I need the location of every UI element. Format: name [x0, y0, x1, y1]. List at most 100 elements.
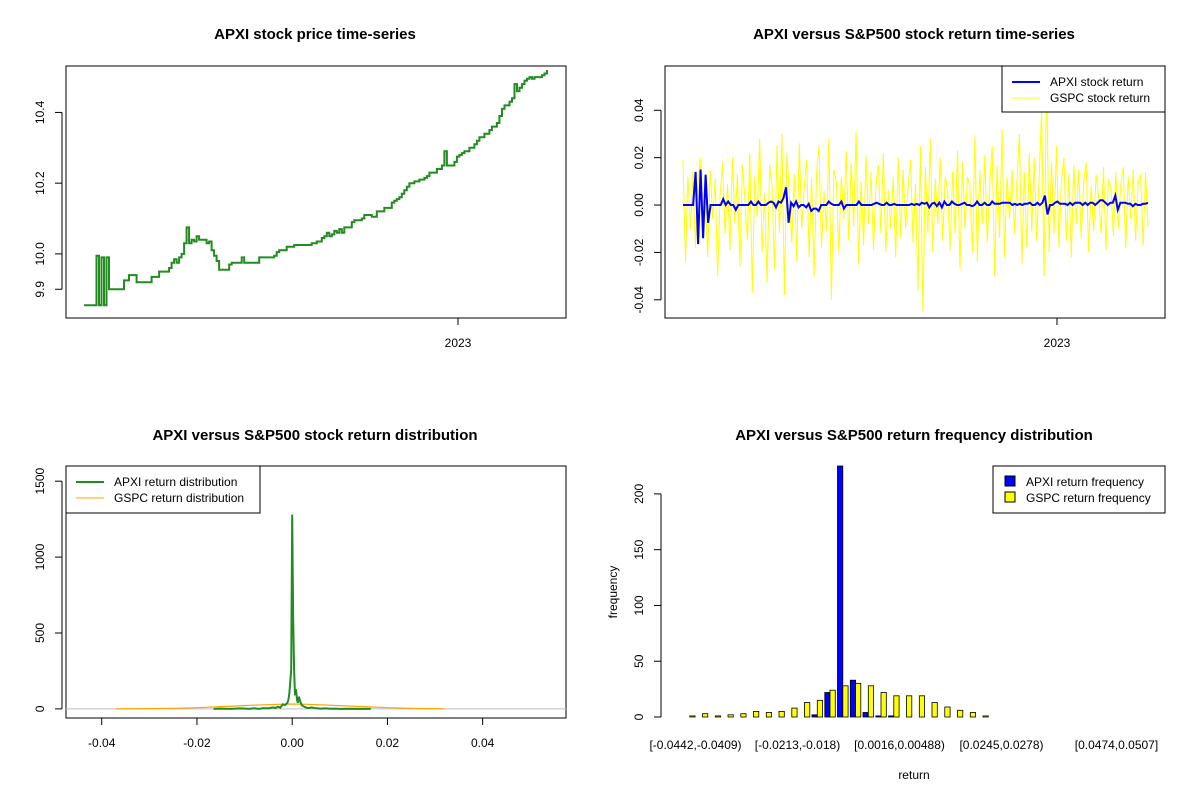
x-axis: 2023	[445, 318, 472, 350]
x-axis: 2023	[1044, 318, 1071, 350]
chart-title: APXI versus S&P500 return frequency dist…	[735, 427, 1093, 444]
return-distribution-panel: APXI versus S&P500 stock return distribu…	[33, 427, 567, 750]
plot-area	[682, 74, 1149, 312]
gspc-frequency-bar	[765, 712, 772, 718]
plot-area	[689, 465, 989, 718]
chart-title: APXI versus S&P500 stock return time-ser…	[753, 26, 1075, 43]
x-tick-label: 2023	[1044, 336, 1071, 350]
gspc-frequency-bar	[753, 711, 760, 718]
x-tick-label: [0.0474,0.0507]	[1075, 738, 1158, 752]
gspc-frequency-bar	[906, 695, 913, 718]
chart-title: APXI versus S&P500 stock return distribu…	[152, 427, 477, 444]
gspc-frequency-bar	[931, 702, 938, 718]
gspc-frequency-bar	[689, 715, 696, 718]
y-tick-label: -0.02	[632, 238, 646, 266]
y-axis: 9.9 10.0 10.2 10.4	[33, 100, 63, 298]
y-tick-label: 0.04	[632, 98, 646, 122]
plot-frame	[664, 65, 1166, 319]
y-tick-label: 500	[33, 623, 47, 643]
legend-box	[992, 465, 1166, 514]
y-tick-label: 0.02	[632, 146, 646, 170]
legend-label-apxi: APXI stock return	[1050, 75, 1143, 89]
apxi-frequency-bar	[862, 712, 869, 718]
x-tick-label: [-0.0442,-0.0409)	[649, 738, 741, 752]
return-frequency-panel: APXI versus S&P500 return frequency dist…	[606, 427, 1166, 782]
gspc-frequency-bar	[804, 702, 811, 718]
y-axis: 0 50 100 150 200	[632, 484, 662, 720]
x-tick-label: [-0.0213,-0.018)	[755, 738, 840, 752]
gspc-frequency-bar	[880, 692, 887, 718]
legend-label-apxi: APXI return distribution	[114, 475, 237, 489]
y-tick-label: 50	[632, 654, 646, 668]
x-tick-label: 0.04	[471, 736, 495, 750]
gspc-frequency-bar	[727, 714, 734, 718]
legend-swatch-apxi	[1004, 475, 1016, 487]
x-tick-label: 0.00	[281, 736, 305, 750]
price-timeseries-panel: APXI stock price time-series 9.9 10.0 10.2…	[33, 26, 567, 350]
x-tick-label: 0.02	[376, 736, 400, 750]
gspc-frequency-bar	[867, 685, 874, 718]
legend-label-apxi: APXI return frequency	[1026, 475, 1144, 489]
gspc-frequency-bar	[957, 709, 964, 718]
x-tick-label: -0.04	[88, 736, 116, 750]
gspc-frequency-bar	[829, 689, 836, 718]
y-tick-label: 0	[33, 705, 47, 712]
gspc-frequency-bar	[714, 715, 721, 718]
x-tick-label: 2023	[445, 336, 472, 350]
y-tick-label: 0	[632, 713, 646, 720]
legend-box	[65, 465, 261, 514]
plot-frame	[65, 65, 567, 319]
gspc-frequency-bar	[855, 683, 862, 718]
legend-box	[1001, 65, 1166, 113]
legend: APXI stock return GSPC stock return	[1001, 65, 1166, 113]
y-tick-label: -0.04	[632, 286, 646, 314]
plot-area	[84, 70, 548, 307]
apxi-frequency-bar	[875, 715, 882, 718]
chart-title: APXI stock price time-series	[214, 26, 416, 43]
x-axis: [-0.0442,-0.0409) [-0.0213,-0.018) [0.0016…	[649, 738, 1158, 752]
gspc-frequency-bar	[969, 712, 976, 718]
gspc-frequency-bar	[944, 706, 951, 718]
legend-label-gspc: GSPC stock return	[1050, 91, 1150, 105]
legend-label-gspc: GSPC return distribution	[114, 491, 244, 505]
gspc-frequency-bar	[778, 711, 785, 718]
gspc-frequency-bar	[893, 695, 900, 718]
gspc-frequency-bar	[842, 685, 849, 718]
legend-swatch-gspc	[1004, 491, 1016, 503]
y-tick-label: 9.9	[33, 281, 47, 298]
y-tick-label: 10.0	[33, 242, 47, 266]
legend: APXI return distribution GSPC return dis…	[65, 465, 261, 514]
y-tick-label: 200	[632, 484, 646, 504]
y-tick-label: 10.2	[33, 171, 47, 195]
apxi-frequency-bar	[888, 715, 895, 718]
legend-label-gspc: GSPC return frequency	[1026, 491, 1151, 505]
y-axis-label: frequency	[606, 566, 620, 619]
x-tick-label: [0.0245,0.0278)	[959, 738, 1043, 752]
apxi-frequency-bar	[811, 714, 818, 718]
gspc-return-line	[682, 74, 1149, 312]
y-tick-label: 10.4	[33, 100, 47, 124]
gspc-frequency-bar	[982, 715, 989, 718]
y-axis: -0.04 -0.02 0.00 0.02 0.04	[632, 98, 662, 314]
y-tick-label: 150	[632, 539, 646, 559]
gspc-frequency-bar	[702, 713, 709, 718]
x-tick-label: [0.0016,0.00488)	[854, 738, 945, 752]
y-tick-label: 1000	[33, 543, 47, 570]
plot-area	[66, 514, 566, 710]
gspc-frequency-bar	[918, 695, 925, 718]
apxi-distribution-line	[213, 514, 371, 710]
apxi-return-line	[683, 169, 1149, 245]
legend: APXI return frequency GSPC return freque…	[992, 465, 1166, 514]
apxi-frequency-bar	[837, 465, 844, 718]
apxi-frequency-bar	[824, 692, 831, 718]
gspc-frequency-bar	[740, 713, 747, 718]
y-axis: 0 500 1000 1500	[33, 468, 63, 712]
x-tick-label: -0.02	[183, 736, 211, 750]
return-timeseries-panel: APXI versus S&P500 stock return time-ser…	[632, 26, 1166, 350]
gspc-frequency-bar	[816, 699, 823, 718]
y-tick-label: 0.00	[632, 193, 646, 217]
gspc-frequency-bar	[791, 707, 798, 718]
y-tick-label: 100	[632, 595, 646, 615]
